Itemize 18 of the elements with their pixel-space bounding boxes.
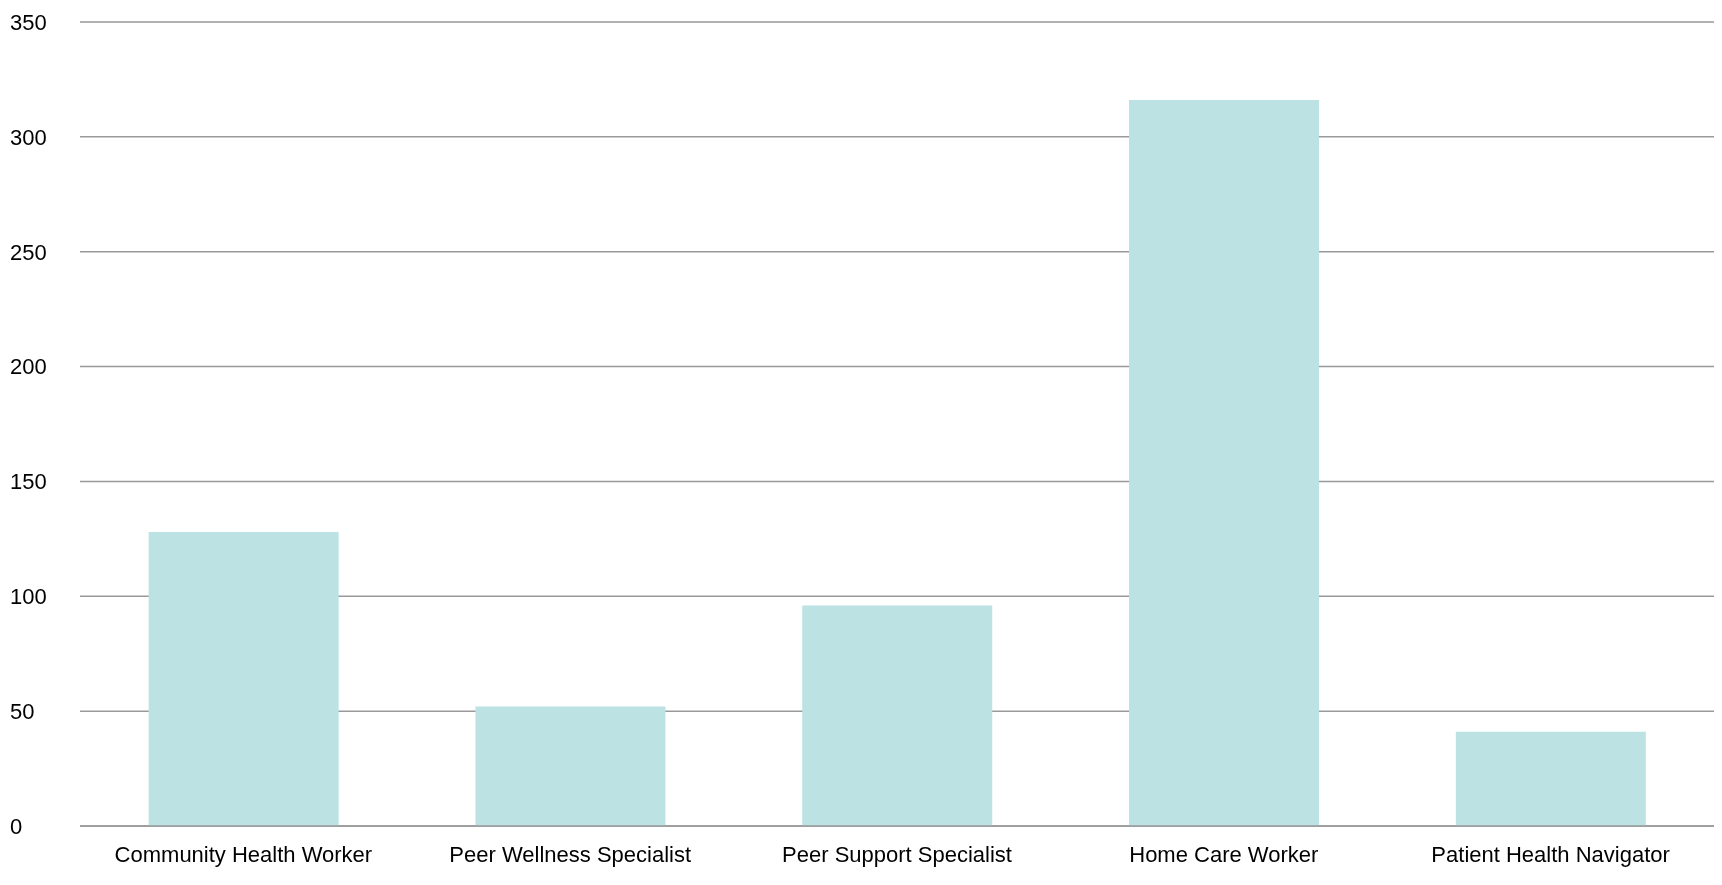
bar: [1129, 100, 1320, 826]
y-tick-label: 200: [10, 354, 47, 380]
x-tick-label: Community Health Worker: [114, 841, 373, 867]
x-tick-label: Peer Wellness Specialist: [449, 841, 692, 867]
bar: [1455, 731, 1646, 826]
bar: [148, 531, 339, 826]
y-tick-label: 350: [10, 9, 47, 35]
y-tick-label: 300: [10, 124, 47, 150]
bar: [475, 706, 666, 826]
y-tick-label: 100: [10, 584, 47, 610]
y-tick-label: 0: [10, 813, 23, 839]
x-tick-label: Patient Health Navigator: [1431, 841, 1670, 867]
x-tick-label: Peer Support Specialist: [782, 841, 1012, 867]
y-tick-label: 250: [10, 239, 47, 265]
bar: [802, 605, 993, 826]
x-tick-label: Home Care Worker: [1129, 841, 1319, 867]
y-tick-label: 150: [10, 469, 47, 495]
y-tick-label: 50: [10, 698, 35, 724]
